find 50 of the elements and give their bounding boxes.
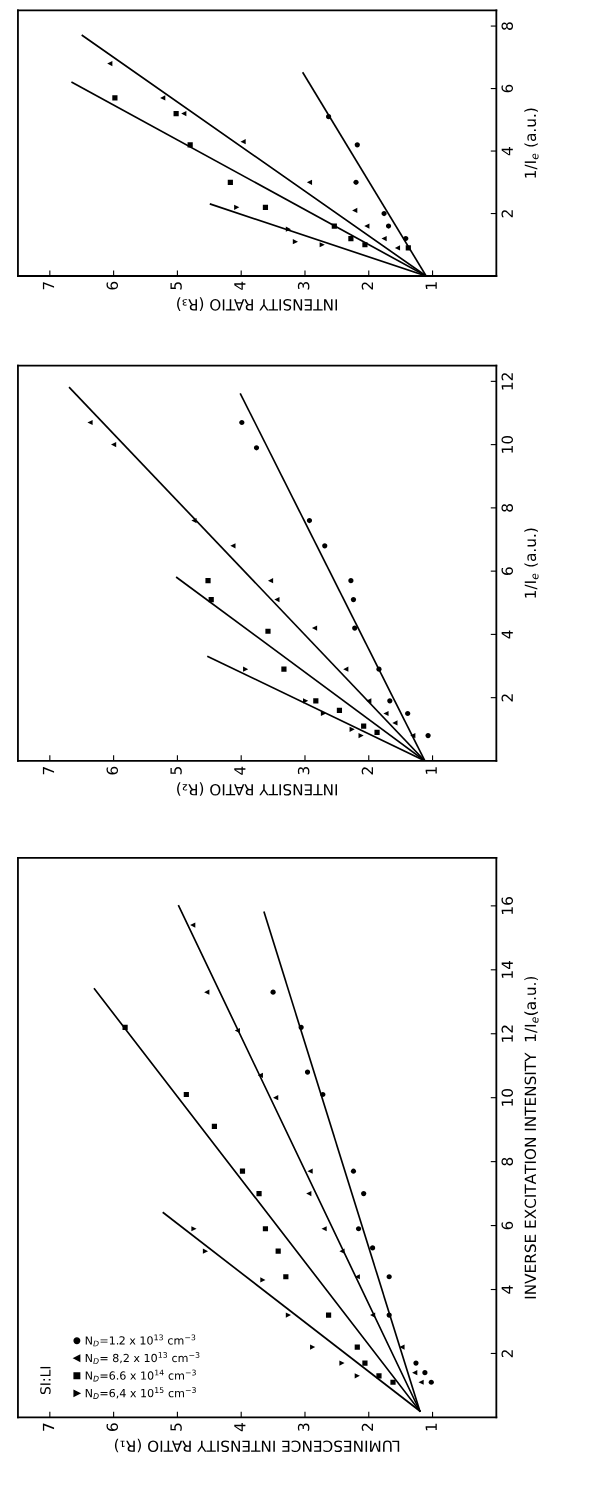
x-tick-label: 1 [425,282,437,289]
y-tick-label: 2 [501,210,513,218]
y-tick-label: 2 [501,1350,513,1358]
x-tick-label: 7 [42,282,55,290]
x-tick-label: 1 [425,767,437,774]
y-tick-label: 8 [501,22,514,30]
x-tick-label: 1 [425,1423,437,1431]
x-tick-label: 7 [42,1423,55,1431]
x-tick-label: 3 [297,282,310,290]
y-axis-title: 1/I$_{e}$ (a.u.) [524,528,539,598]
y-tick-label: 4 [501,147,513,156]
x-tick-label: 3 [297,767,310,775]
legend-label: N$_{D}$=1.2 x 10$^{13}$ cm$^{−3}$ [85,1334,196,1347]
x-tick-label: 2 [361,282,373,290]
x-tick-label: 4 [234,766,246,775]
x-tick-label: 5 [170,767,182,775]
y-tick-label: 14 [501,960,513,978]
annotation: SI:LI [40,1366,51,1395]
x-tick-label: 6 [106,766,119,775]
y-tick-label: 10 [501,435,514,453]
x-tick-label: 5 [170,1423,182,1431]
y-tick-label: 2 [501,694,513,702]
y-tick-label: 4 [501,1285,513,1294]
y-tick-label: 4 [501,630,513,639]
y-tick-label: 6 [501,84,514,93]
x-tick-label: 4 [234,1423,246,1432]
y-tick-label: 6 [501,567,514,575]
x-tick-label: 5 [170,282,182,290]
x-axis-title: INTENSITY RATIO (R₂) [177,782,338,796]
x-axis-title: INTENSITY RATIO (R₃) [177,297,338,311]
y-tick-label: 12 [501,373,513,390]
y-tick-label: 12 [501,1025,513,1042]
x-tick-label: 4 [234,281,246,290]
x-tick-label: 7 [42,767,55,775]
y-tick-label: 16 [501,897,514,914]
y-tick-label: 6 [501,1221,514,1230]
legend-label: N$_{D}$=6.6 x 10$^{14}$ cm$^{−3}$ [85,1369,196,1382]
x-tick-label: 2 [361,1423,373,1431]
x-tick-label: 6 [106,281,119,290]
x-tick-label: 2 [361,767,373,775]
x-axis-title: LUMINESCENCE INTENSITY RATIO (R₁) [114,1438,400,1453]
y-tick-label: 8 [501,1157,514,1166]
y-axis-title: 1/I$_{e}$ (a.u.) [524,108,539,178]
legend-label: N$_{D}$= 8,2 x 10$^{13}$ cm$^{−3}$ [85,1352,200,1364]
legend-label: N$_{D}$=6,4 x 10$^{15}$ cm$^{−3}$ [85,1387,196,1399]
y-tick-label: 10 [501,1088,514,1106]
y-tick-label: 8 [501,504,514,512]
x-tick-label: 6 [106,1423,119,1431]
y-axis-title: INVERSE EXCITATION INTENSITY 1/I$_{e}$(a.u.) [524,976,539,1299]
x-tick-label: 3 [297,1423,310,1431]
